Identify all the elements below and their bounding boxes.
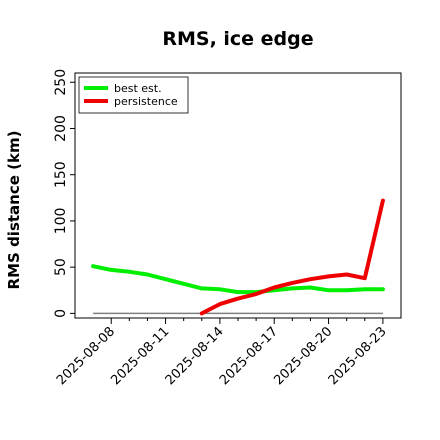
y-tick-label: 0 bbox=[53, 309, 69, 318]
y-tick-label: 150 bbox=[53, 161, 69, 188]
series-line-best-est bbox=[91, 264, 385, 295]
legend-label-persistence: persistence bbox=[114, 95, 178, 108]
y-tick-label: 200 bbox=[53, 115, 69, 142]
y-tick-label: 50 bbox=[53, 258, 69, 276]
y-tick-label: 100 bbox=[53, 208, 69, 235]
y-tick-label: 250 bbox=[53, 69, 69, 96]
legend-box bbox=[78, 76, 189, 114]
y-axis-ticks: 0 50 100 150 200 250 bbox=[53, 69, 75, 318]
legend-label-best-est: best est. bbox=[114, 82, 162, 95]
chart-title: RMS, ice edge bbox=[162, 28, 313, 50]
series-line-persistence bbox=[199, 198, 385, 316]
series-lines bbox=[91, 198, 385, 316]
y-axis-label: RMS distance (km) bbox=[5, 131, 23, 290]
legend: best est. persistence bbox=[78, 76, 189, 114]
